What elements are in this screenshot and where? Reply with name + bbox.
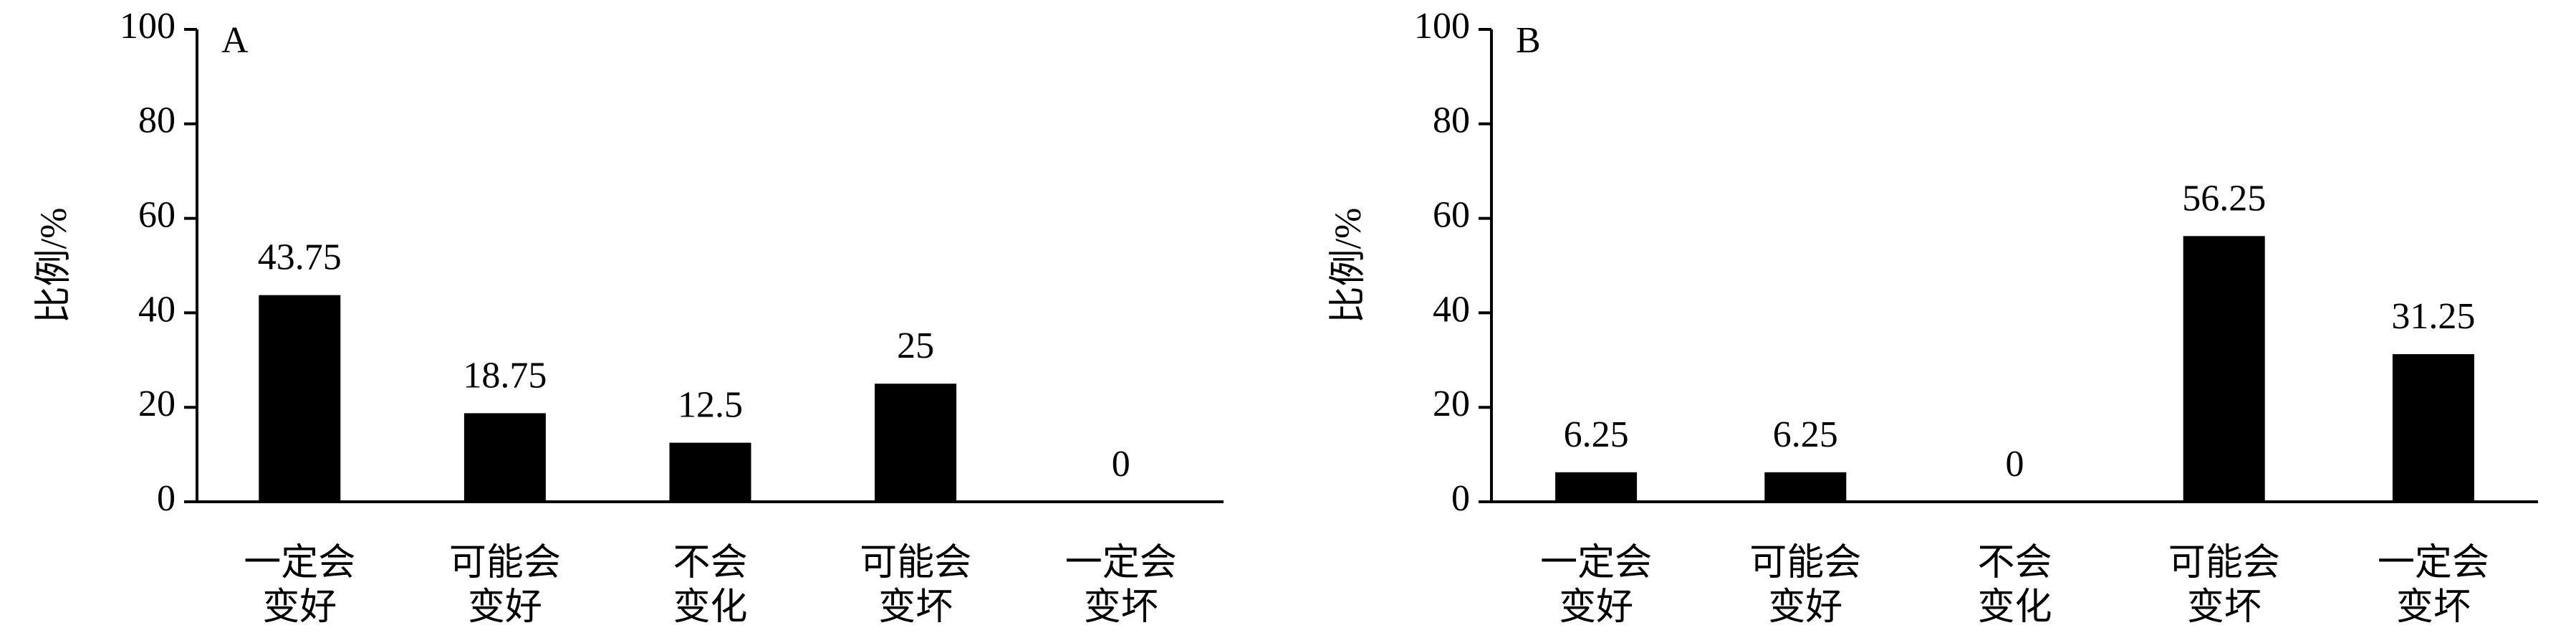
bar [2183,236,2265,502]
x-tick-label: 一定会变坏 [2378,543,2489,628]
y-tick-label: 40 [138,289,176,330]
value-label: 0 [2006,444,2024,485]
bar [669,442,751,502]
bar [259,295,341,502]
y-tick-label: 20 [138,384,176,424]
bar [2392,354,2474,502]
y-tick-label: 60 [1433,195,1470,236]
value-label: 43.75 [258,237,342,278]
x-tick-label: 可能会变坏 [860,543,971,628]
value-label: 6.25 [1564,414,1629,455]
value-label: 56.25 [2182,178,2266,219]
x-tick-label: 一定会变好 [1540,543,1652,628]
value-label: 6.25 [1773,414,1838,455]
x-tick-label: 不会变化 [1977,543,2052,628]
value-label: 31.25 [2391,296,2475,337]
x-tick-label: 不会变化 [673,543,747,628]
value-label: 18.75 [463,355,547,396]
x-tick-label: 可能会变好 [449,543,561,628]
bar [1555,472,1638,502]
bar [875,384,957,502]
value-label: 12.5 [678,385,743,426]
y-tick-label: 0 [1451,478,1470,519]
y-tick-label: 0 [157,478,176,519]
y-tick-label: 20 [1433,384,1470,424]
panel-label: B [1516,20,1541,61]
x-tick-label: 可能会变好 [1749,543,1861,628]
bar [1764,472,1847,502]
value-label: 25 [897,325,934,366]
bar [463,413,546,502]
panel-label: A [221,20,249,61]
y-axis-label: 比例/% [1328,208,1369,324]
y-tick-label: 40 [1433,289,1470,330]
y-tick-label: 60 [138,195,176,236]
value-label: 0 [1112,444,1130,485]
x-tick-label: 可能会变坏 [2168,543,2280,628]
y-tick-label: 80 [138,100,176,141]
y-tick-label: 100 [120,6,176,47]
y-tick-label: 100 [1414,6,1470,47]
x-tick-label: 一定会变坏 [1065,543,1177,628]
y-tick-label: 80 [1433,100,1470,141]
x-tick-label: 一定会变好 [244,543,355,628]
y-axis-label: 比例/% [34,208,75,324]
